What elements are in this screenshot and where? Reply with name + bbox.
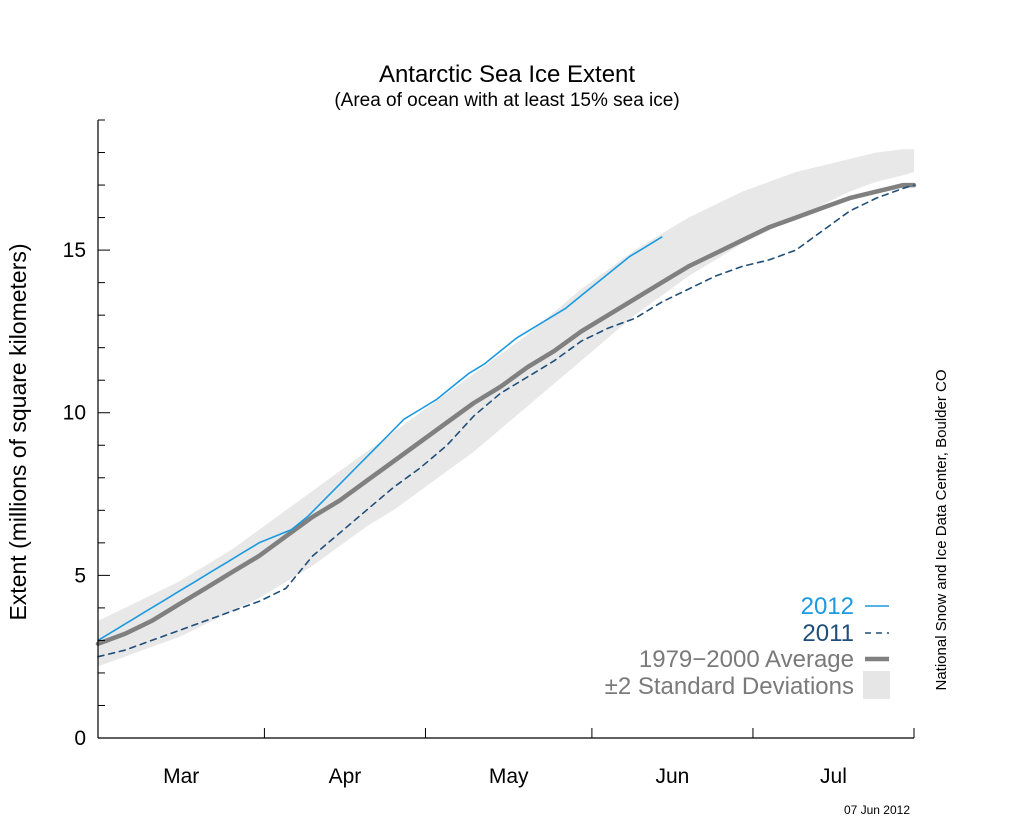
x-tick-label: Jun [655,765,689,788]
x-tick-label: Mar [163,765,199,788]
series-line-2012 [97,236,663,642]
legend-swatch-band [863,671,890,699]
x-tick-label: Apr [329,765,362,788]
plot-area: 0 5 10 15 Mar Apr May Jun Jul [63,119,917,788]
date-stamp: 07 Jun 2012 [844,803,910,817]
chart-title: Antarctic Sea Ice Extent [379,61,635,88]
series-line-average [95,182,917,646]
axes-layer: 0 5 10 15 Mar Apr May Jun Jul [63,119,915,788]
y-tick-label: 15 [63,239,86,262]
y-tick-label: 0 [74,727,86,750]
legend-label: 1979−2000 Average [639,646,854,673]
x-tick-label: May [489,765,529,788]
x-tick-label: Jul [820,765,847,788]
legend-label: 2012 [801,593,854,620]
legend-label: 2011 [802,620,854,647]
y-tick-label: 10 [63,402,86,425]
y-axis-label: Extent (millions of square kilometers) [5,243,31,620]
legend-label: ±2 Standard Deviations [605,673,854,700]
std-dev-band-layer [98,149,914,667]
series-layer [95,182,917,658]
y-tick-label: 5 [74,564,86,587]
chart-subtitle: (Area of ocean with at least 15% sea ice… [334,90,679,111]
credit-text: National Snow and Ice Data Center, Bould… [933,369,950,690]
series-line-2011 [97,184,915,658]
std-dev-band [98,149,914,667]
